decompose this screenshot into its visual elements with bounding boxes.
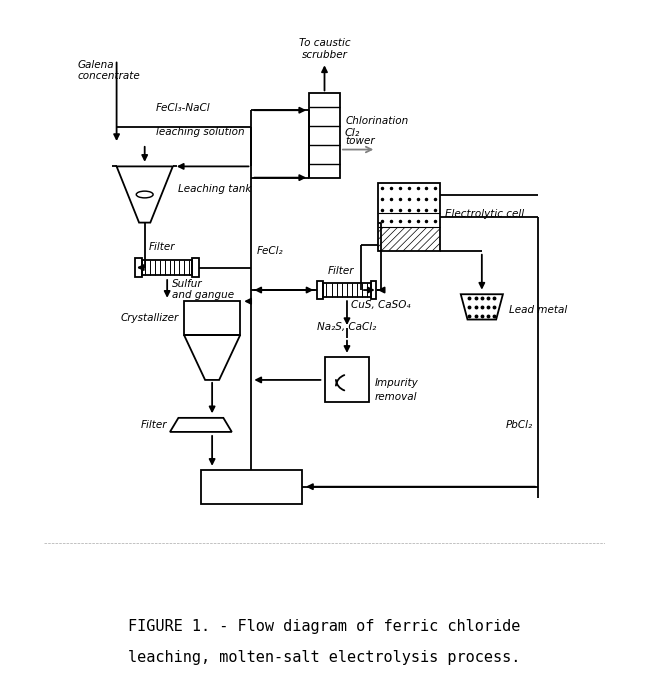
Text: CuS, CaSO₄: CuS, CaSO₄ bbox=[352, 301, 411, 311]
Bar bbox=[323, 283, 371, 297]
Text: Crystallizer: Crystallizer bbox=[120, 313, 178, 323]
Text: Na₂S, CaCl₂: Na₂S, CaCl₂ bbox=[317, 322, 376, 332]
Text: Filter: Filter bbox=[328, 265, 354, 276]
Text: FeCl₂: FeCl₂ bbox=[257, 246, 284, 257]
Bar bbox=[201, 470, 302, 504]
Text: Chlorination: Chlorination bbox=[345, 116, 409, 127]
Text: removal: removal bbox=[375, 392, 417, 401]
Bar bbox=[184, 301, 240, 335]
Bar bbox=[135, 258, 142, 277]
Text: Leaching tank: Leaching tank bbox=[178, 184, 252, 194]
Text: FeCl₃-NaCl: FeCl₃-NaCl bbox=[156, 103, 210, 113]
Bar bbox=[142, 260, 193, 276]
Text: Lead metal: Lead metal bbox=[509, 305, 567, 315]
Text: leaching, molten-salt electrolysis process.: leaching, molten-salt electrolysis proce… bbox=[129, 650, 520, 665]
Text: tower: tower bbox=[345, 136, 375, 146]
Bar bbox=[324, 357, 369, 402]
Text: FIGURE 1. - Flow diagram of ferric chloride: FIGURE 1. - Flow diagram of ferric chlor… bbox=[129, 619, 520, 634]
Bar bbox=[371, 282, 376, 299]
Bar bbox=[378, 183, 439, 250]
Text: leaching solution: leaching solution bbox=[156, 127, 245, 137]
Text: Filter: Filter bbox=[141, 420, 167, 430]
Bar bbox=[317, 282, 323, 299]
Text: To caustic
scrubber: To caustic scrubber bbox=[299, 38, 350, 60]
Bar bbox=[193, 258, 199, 277]
Text: Galena
concentrate: Galena concentrate bbox=[77, 60, 140, 81]
Text: Sulfur: Sulfur bbox=[171, 279, 202, 289]
Text: Cl₂: Cl₂ bbox=[345, 129, 360, 138]
Bar bbox=[309, 93, 340, 177]
Text: Impurity: Impurity bbox=[375, 378, 419, 388]
Text: and gangue: and gangue bbox=[171, 290, 234, 300]
Text: PbCl₂: PbCl₂ bbox=[506, 420, 532, 430]
Text: Filter: Filter bbox=[148, 242, 175, 253]
Text: Electrolytic cell: Electrolytic cell bbox=[445, 209, 524, 219]
